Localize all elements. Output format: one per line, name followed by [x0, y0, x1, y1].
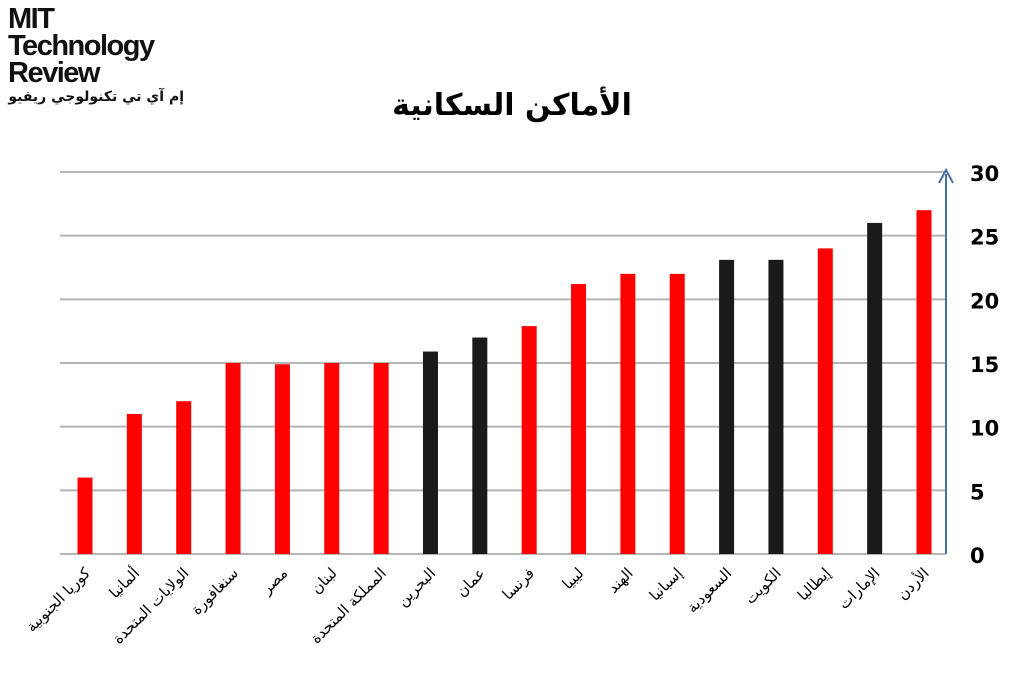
- y-tick-label: 20: [970, 289, 999, 313]
- x-tick-label: إيطاليا: [794, 564, 834, 604]
- chart-title: الأماكن السكانية: [392, 88, 632, 123]
- x-tick-label: مصر: [257, 564, 291, 598]
- y-axis: [938, 167, 954, 554]
- bar-8: [472, 337, 488, 554]
- y-tick-label: 0: [970, 544, 985, 568]
- x-tick-label: الكويت: [741, 564, 785, 608]
- bars: [77, 210, 932, 554]
- bar-2: [176, 401, 192, 554]
- gridlines: [60, 171, 946, 555]
- x-tick-label: سنغافورة: [187, 564, 241, 618]
- x-tick-label: إسبانيا: [646, 564, 686, 604]
- y-tick-labels: 0 5 10 15 20 25 30: [970, 162, 999, 568]
- x-tick-label: فرنسا: [499, 564, 538, 603]
- logo-line-review: Review: [8, 57, 100, 89]
- y-tick-label: 25: [970, 226, 999, 250]
- bar-15: [817, 248, 833, 554]
- bar-14: [768, 259, 784, 554]
- bar-4: [274, 364, 290, 554]
- bar-3: [225, 363, 241, 554]
- y-tick-label: 15: [970, 353, 999, 377]
- x-tick-label: ليبيا: [559, 564, 588, 593]
- bar-9: [521, 326, 537, 554]
- x-tick-label: ألمانيا: [105, 563, 143, 601]
- bar-13: [719, 259, 735, 554]
- x-tick-label: الهند: [604, 564, 637, 597]
- y-axis-arrow: [938, 167, 954, 184]
- bar-17: [916, 210, 932, 554]
- logo-line-mit: MIT: [8, 3, 55, 35]
- y-tick-label: 10: [970, 417, 999, 441]
- y-tick-label: 5: [970, 480, 985, 504]
- x-tick-label: لبنان: [307, 564, 340, 597]
- bar-10: [571, 284, 587, 554]
- bar-12: [669, 273, 685, 554]
- logo-arabic-text: إم آي تي تكنولوجي ريفيو: [8, 89, 184, 105]
- mit-technology-review-logo: MIT Technology Review إم آي تي تكنولوجي …: [8, 3, 208, 106]
- bar-0: [77, 477, 93, 554]
- bar-1: [126, 413, 142, 554]
- x-tick-label: الإمارات: [835, 564, 884, 613]
- bar-5: [324, 363, 340, 554]
- bar-7: [422, 351, 438, 554]
- x-tick-label: عمان: [452, 564, 488, 600]
- bar-11: [620, 273, 636, 554]
- bar-6: [373, 363, 389, 554]
- bar-16: [867, 222, 883, 554]
- y-tick-label: 30: [970, 162, 999, 186]
- logo-line-technology: Technology: [8, 30, 155, 62]
- x-tick-label: كوريا الجنوبية: [22, 563, 94, 635]
- x-tick-label: الأردن: [893, 563, 933, 603]
- x-tick-label: البحرين: [393, 564, 439, 610]
- x-tick-label: السعودية: [683, 564, 735, 616]
